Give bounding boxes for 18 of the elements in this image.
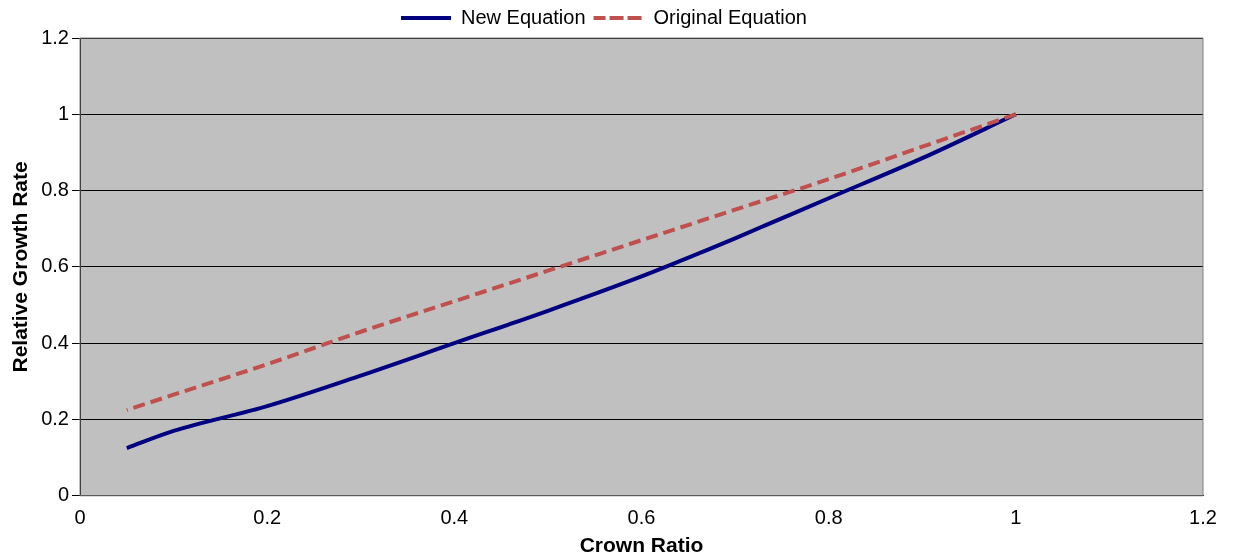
y-axis-title: Relative Growth Rate	[8, 161, 32, 373]
y-tick-label: 0.6	[41, 254, 69, 277]
y-tick-label: 0.2	[41, 407, 69, 430]
y-tick-label: 1	[57, 101, 69, 124]
x-axis-title: Crown Ratio	[579, 533, 704, 557]
y-tick-label: 0.4	[41, 330, 69, 353]
x-tick-label: 0.4	[440, 506, 469, 529]
y-tick-label: 0	[57, 483, 69, 506]
legend-label: New Equation	[461, 5, 586, 28]
x-tick-label: 1	[1010, 506, 1022, 529]
y-tick-label: 1.2	[41, 25, 69, 48]
x-tick-label: 0.6	[627, 506, 656, 529]
legend-label: Original Equation	[653, 5, 807, 28]
x-tick-label: 0	[74, 506, 86, 529]
x-tick-label: 1.2	[1189, 506, 1217, 529]
x-tick-label: 0.8	[814, 506, 843, 529]
y-tick-label: 0.8	[41, 178, 69, 201]
x-tick-label: 0.2	[253, 506, 282, 529]
